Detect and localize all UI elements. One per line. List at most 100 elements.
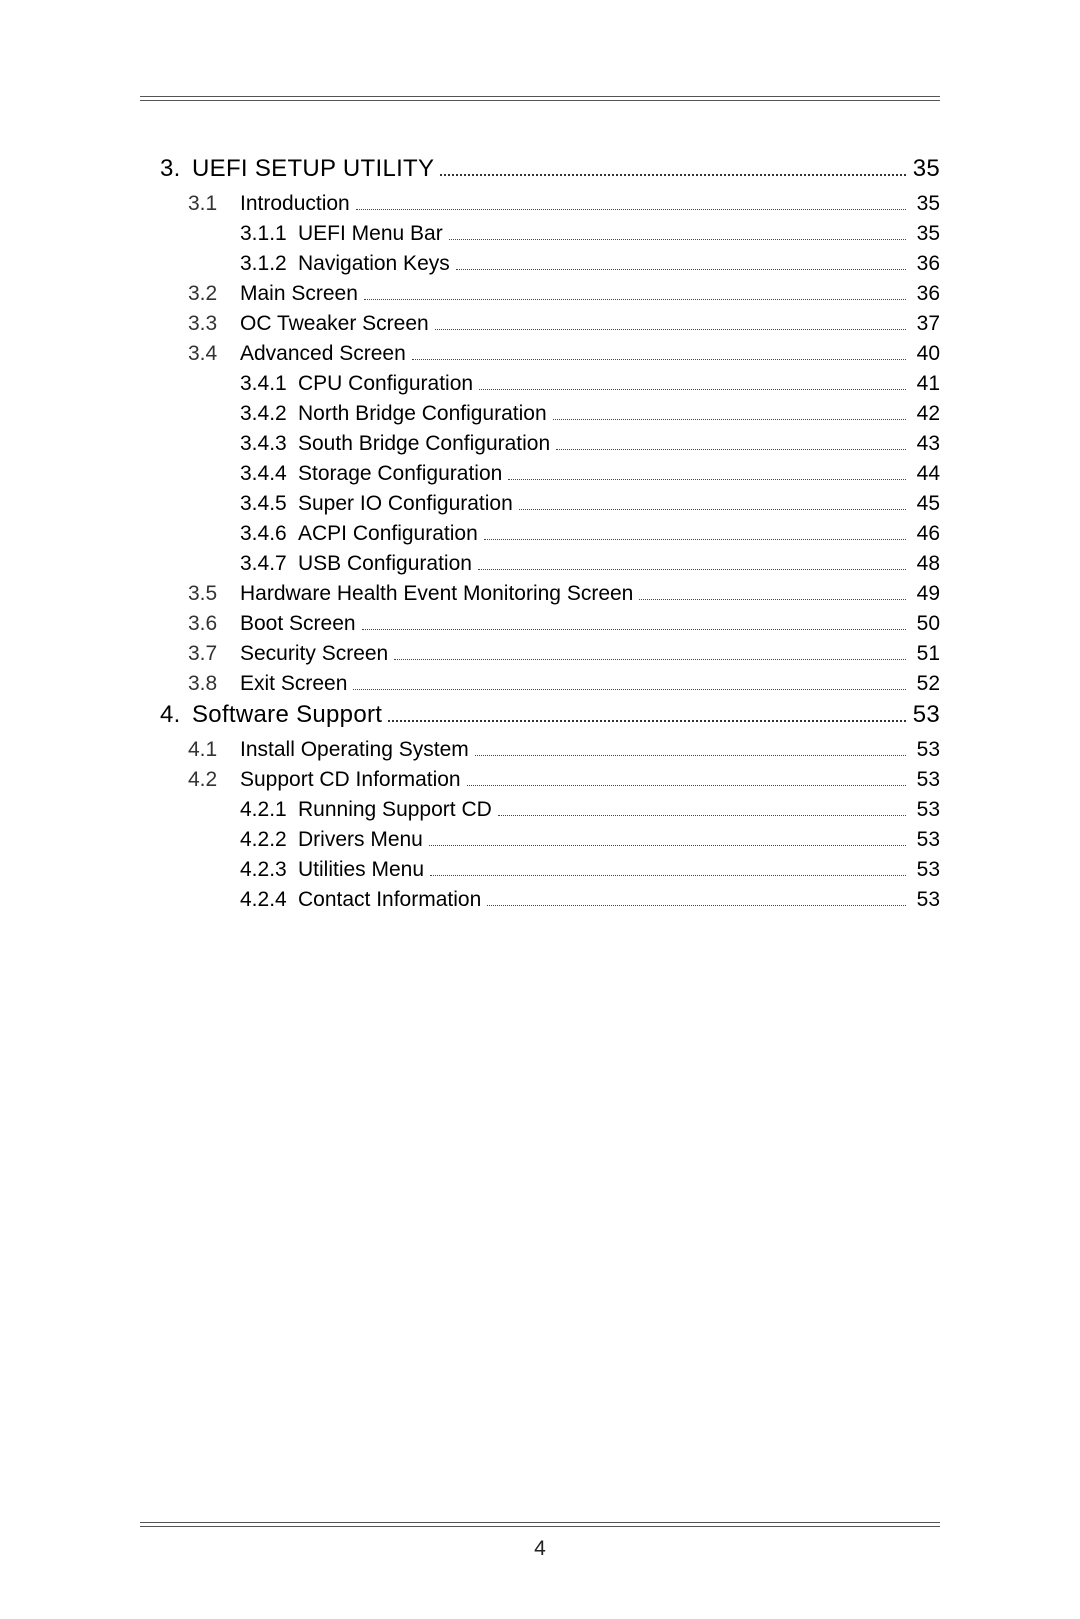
toc-section-title: Main Screen bbox=[240, 283, 358, 304]
toc-sub-title: Storage Configuration bbox=[298, 463, 502, 484]
toc-sub-num: 3.4.6 bbox=[240, 523, 298, 544]
toc-sub-num: 3.4.1 bbox=[240, 373, 298, 394]
toc-page: 44 bbox=[912, 463, 940, 484]
toc-sub-num: 3.4.7 bbox=[240, 553, 298, 574]
toc-sub-num: 3.4.4 bbox=[240, 463, 298, 484]
toc-sub-num: 4.2.4 bbox=[240, 889, 298, 910]
toc-page: 53 bbox=[912, 829, 940, 850]
toc-section-title: Boot Screen bbox=[240, 613, 356, 634]
toc-section-title: Hardware Health Event Monitoring Screen bbox=[240, 583, 633, 604]
toc-sub-title: CPU Configuration bbox=[298, 373, 473, 394]
page-number: 4 bbox=[140, 1537, 940, 1561]
toc-sub-num: 3.4.2 bbox=[240, 403, 298, 424]
toc-leader bbox=[456, 257, 906, 270]
toc-leader bbox=[487, 893, 906, 906]
toc-leader bbox=[388, 707, 906, 722]
toc-section-title: OC Tweaker Screen bbox=[240, 313, 429, 334]
toc-leader bbox=[508, 467, 906, 480]
toc-page: 41 bbox=[912, 373, 940, 394]
toc-chapter-title: UEFI SETUP UTILITY bbox=[192, 157, 434, 181]
toc-section-title: Install Operating System bbox=[240, 739, 469, 760]
bottom-rule-2 bbox=[140, 1526, 940, 1527]
toc-leader bbox=[519, 497, 906, 510]
toc-page: 53 bbox=[912, 889, 940, 910]
toc-leader bbox=[479, 377, 906, 390]
toc-section-title: Advanced Screen bbox=[240, 343, 406, 364]
toc-chapter-num: 3. bbox=[160, 157, 192, 181]
toc-page: 36 bbox=[912, 253, 940, 274]
toc-sub-num: 4.2.1 bbox=[240, 799, 298, 820]
toc-page: 40 bbox=[912, 343, 940, 364]
toc-subsection: 3.4.3 South Bridge Configuration 43 bbox=[160, 433, 940, 454]
toc-page: 43 bbox=[912, 433, 940, 454]
toc-page: 35 bbox=[912, 223, 940, 244]
toc-sub-num: 3.1.2 bbox=[240, 253, 298, 274]
toc-subsection: 3.4.1 CPU Configuration 41 bbox=[160, 373, 940, 394]
toc-page: 48 bbox=[912, 553, 940, 574]
toc-section: 3.4 Advanced Screen 40 bbox=[160, 343, 940, 364]
toc-page: 35 bbox=[912, 193, 940, 214]
toc-section-title: Introduction bbox=[240, 193, 350, 214]
toc-leader bbox=[435, 317, 906, 330]
toc-sub-title: North Bridge Configuration bbox=[298, 403, 547, 424]
toc-leader bbox=[440, 161, 906, 176]
toc-leader bbox=[467, 773, 906, 786]
toc-subsection: 3.4.4 Storage Configuration 44 bbox=[160, 463, 940, 484]
toc-leader bbox=[475, 743, 906, 756]
top-rule-2 bbox=[140, 100, 940, 101]
toc-page: 42 bbox=[912, 403, 940, 424]
toc-subsection: 3.1.2 Navigation Keys 36 bbox=[160, 253, 940, 274]
toc-sub-num: 3.1.1 bbox=[240, 223, 298, 244]
toc-subsection: 4.2.4 Contact Information 53 bbox=[160, 889, 940, 910]
toc-section-num: 3.8 bbox=[160, 673, 240, 694]
toc-leader bbox=[412, 347, 906, 360]
toc-sub-num: 4.2.2 bbox=[240, 829, 298, 850]
toc-section: 3.2 Main Screen 36 bbox=[160, 283, 940, 304]
toc-leader bbox=[364, 287, 906, 300]
toc-page: 50 bbox=[912, 613, 940, 634]
toc-page: 51 bbox=[912, 643, 940, 664]
toc-subsection: 3.4.7 USB Configuration 48 bbox=[160, 553, 940, 574]
toc-section: 3.5 Hardware Health Event Monitoring Scr… bbox=[160, 583, 940, 604]
toc-leader bbox=[353, 677, 906, 690]
toc-sub-title: ACPI Configuration bbox=[298, 523, 478, 544]
toc-page: 35 bbox=[912, 157, 940, 181]
toc-section-num: 3.2 bbox=[160, 283, 240, 304]
toc-section: 3.8 Exit Screen 52 bbox=[160, 673, 940, 694]
toc-subsection: 3.4.6 ACPI Configuration 46 bbox=[160, 523, 940, 544]
toc-page: 53 bbox=[912, 739, 940, 760]
toc-page: 53 bbox=[912, 799, 940, 820]
toc-sub-title: South Bridge Configuration bbox=[298, 433, 550, 454]
toc-leader bbox=[553, 407, 906, 420]
toc-section-title: Support CD Information bbox=[240, 769, 461, 790]
toc-leader bbox=[498, 803, 906, 816]
toc-page: 46 bbox=[912, 523, 940, 544]
toc-leader bbox=[639, 587, 906, 600]
document-page: 3. UEFI SETUP UTILITY 35 3.1 Introductio… bbox=[0, 0, 1080, 1619]
toc-page: 52 bbox=[912, 673, 940, 694]
toc-content: 3. UEFI SETUP UTILITY 35 3.1 Introductio… bbox=[160, 157, 940, 910]
toc-section-num: 3.4 bbox=[160, 343, 240, 364]
toc-leader bbox=[478, 557, 906, 570]
toc-subsection: 3.4.2 North Bridge Configuration 42 bbox=[160, 403, 940, 424]
toc-chapter: 3. UEFI SETUP UTILITY 35 bbox=[160, 157, 940, 181]
toc-section: 3.3 OC Tweaker Screen 37 bbox=[160, 313, 940, 334]
toc-section-title: Exit Screen bbox=[240, 673, 347, 694]
toc-sub-num: 4.2.3 bbox=[240, 859, 298, 880]
page-footer: 4 bbox=[140, 1522, 940, 1561]
toc-sub-num: 3.4.5 bbox=[240, 493, 298, 514]
toc-subsection: 4.2.2 Drivers Menu 53 bbox=[160, 829, 940, 850]
toc-section-num: 3.7 bbox=[160, 643, 240, 664]
toc-page: 53 bbox=[912, 703, 940, 727]
toc-sub-title: Contact Information bbox=[298, 889, 481, 910]
toc-subsection: 4.2.1 Running Support CD 53 bbox=[160, 799, 940, 820]
toc-page: 49 bbox=[912, 583, 940, 604]
toc-section-num: 4.1 bbox=[160, 739, 240, 760]
toc-chapter-title: Software Support bbox=[192, 703, 382, 727]
toc-chapter-num: 4. bbox=[160, 703, 192, 727]
toc-page: 36 bbox=[912, 283, 940, 304]
toc-subsection: 3.1.1 UEFI Menu Bar 35 bbox=[160, 223, 940, 244]
toc-page: 53 bbox=[912, 769, 940, 790]
toc-leader bbox=[394, 647, 906, 660]
toc-leader bbox=[556, 437, 906, 450]
